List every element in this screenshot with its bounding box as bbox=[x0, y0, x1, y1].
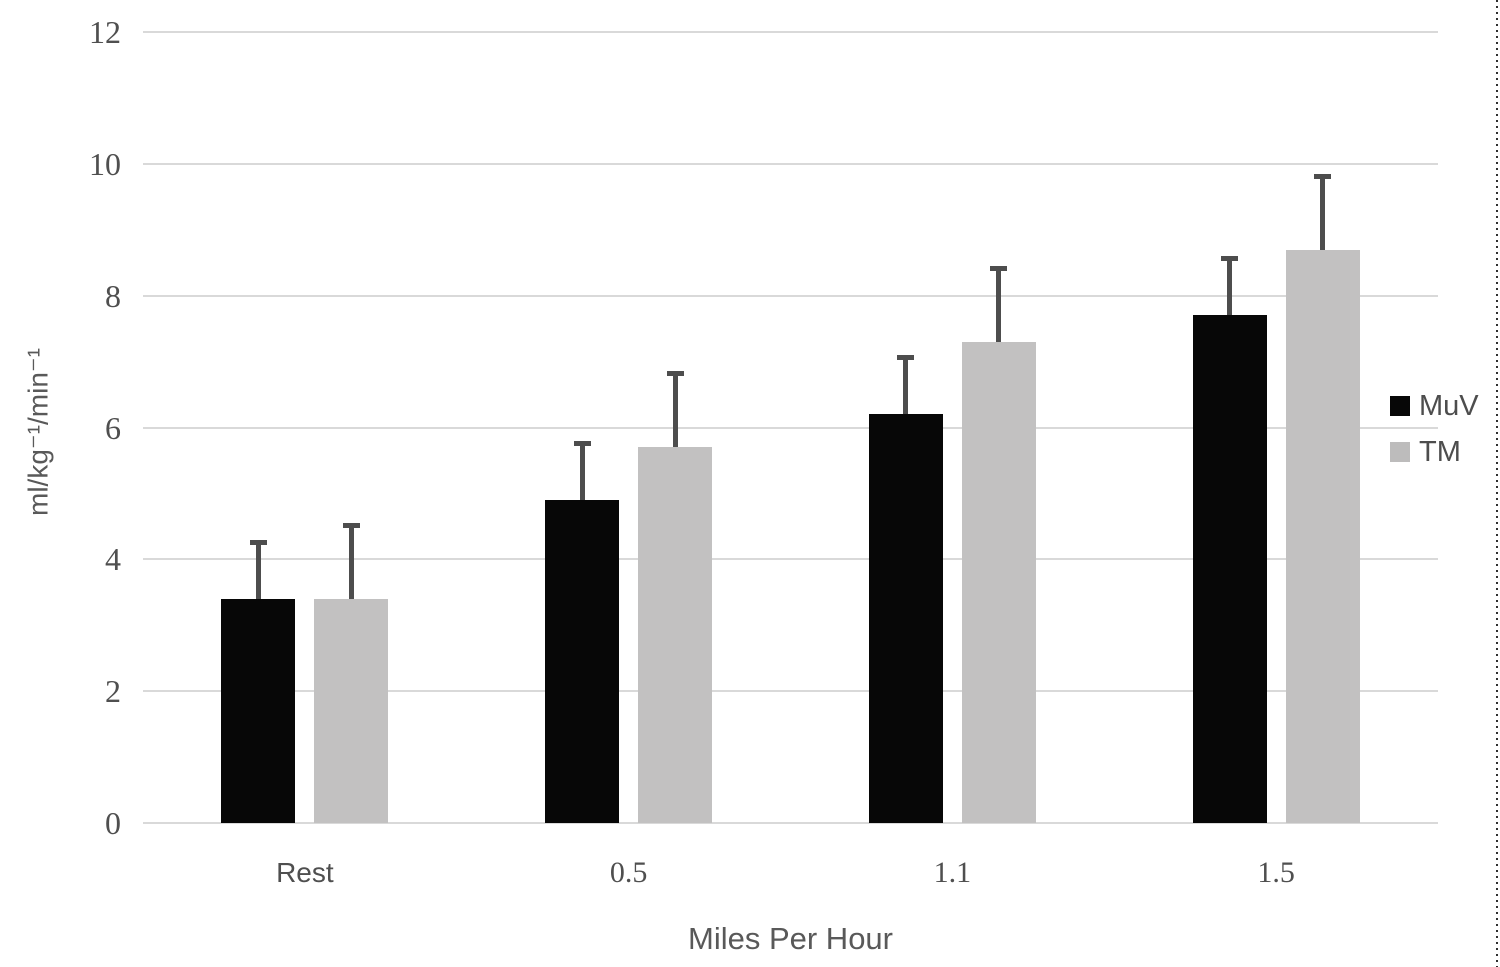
legend: MuV TM bbox=[1390, 391, 1479, 483]
error-cap-muv-1.1 bbox=[897, 354, 915, 360]
error-cap-tm-0.5 bbox=[666, 371, 684, 377]
gridline-y-12 bbox=[143, 31, 1438, 33]
x-tick-label-0.5: 0.5 bbox=[609, 856, 648, 889]
error-whisker-tm-0.5 bbox=[672, 371, 678, 448]
error-whisker-tm-rest bbox=[348, 523, 354, 599]
bar-muv-0.5 bbox=[545, 500, 620, 823]
x-tick-label-1.1: 1.1 bbox=[933, 856, 972, 889]
bar-tm-0.5 bbox=[638, 447, 713, 823]
x-tick-label-1.5: 1.5 bbox=[1257, 856, 1295, 889]
bar-tm-1.5 bbox=[1285, 249, 1360, 823]
gridline-y-6 bbox=[143, 426, 1438, 429]
gridline-y-0 bbox=[143, 822, 1438, 824]
error-whisker-muv-1.1 bbox=[903, 354, 909, 415]
error-cap-muv-0.5 bbox=[573, 440, 591, 446]
error-whisker-muv-rest bbox=[255, 539, 261, 599]
y-tick-label-10: 10 bbox=[89, 145, 121, 182]
y-axis-title: ml/kg⁻¹/min⁻¹ bbox=[22, 348, 54, 516]
y-tick-label-4: 4 bbox=[105, 541, 121, 578]
gridline-y-10 bbox=[143, 162, 1438, 165]
error-whisker-tm-1.5 bbox=[1320, 173, 1326, 250]
y-tick-label-2: 2 bbox=[105, 673, 121, 710]
x-axis-title: Miles Per Hour bbox=[688, 921, 893, 956]
y-tick-label-8: 8 bbox=[105, 277, 121, 314]
legend-label-muv: MuV bbox=[1419, 390, 1479, 422]
bar-muv-1.1 bbox=[868, 414, 943, 823]
gridline-y-2 bbox=[143, 690, 1438, 693]
legend-swatch-tm bbox=[1390, 442, 1410, 462]
bar-tm-1.1 bbox=[961, 341, 1036, 823]
error-whisker-tm-1.1 bbox=[996, 266, 1002, 342]
error-cap-muv-1.5 bbox=[1221, 256, 1239, 262]
bar-muv-rest bbox=[221, 598, 296, 823]
bar-tm-rest bbox=[314, 598, 389, 823]
gridline-y-4 bbox=[143, 558, 1438, 561]
legend-swatch-muv bbox=[1390, 396, 1410, 416]
legend-item-muv: MuV bbox=[1390, 391, 1479, 421]
error-whisker-muv-1.5 bbox=[1227, 256, 1233, 316]
bar-muv-1.5 bbox=[1192, 315, 1267, 823]
error-whisker-muv-0.5 bbox=[579, 440, 585, 500]
error-cap-tm-1.5 bbox=[1314, 173, 1332, 179]
legend-label-tm: TM bbox=[1419, 436, 1461, 468]
legend-item-tm: TM bbox=[1390, 437, 1479, 467]
gridline-y-8 bbox=[143, 294, 1438, 297]
error-cap-tm-1.1 bbox=[990, 266, 1008, 271]
y-tick-label-6: 6 bbox=[105, 409, 121, 446]
error-cap-tm-rest bbox=[342, 523, 360, 529]
x-tick-label-rest: Rest bbox=[276, 857, 334, 888]
page-edge-dotted-border bbox=[1496, 0, 1498, 967]
y-tick-label-12: 12 bbox=[89, 14, 121, 50]
y-tick-label-0: 0 bbox=[105, 805, 121, 841]
error-cap-muv-rest bbox=[249, 539, 267, 545]
plot-area bbox=[143, 31, 1438, 824]
